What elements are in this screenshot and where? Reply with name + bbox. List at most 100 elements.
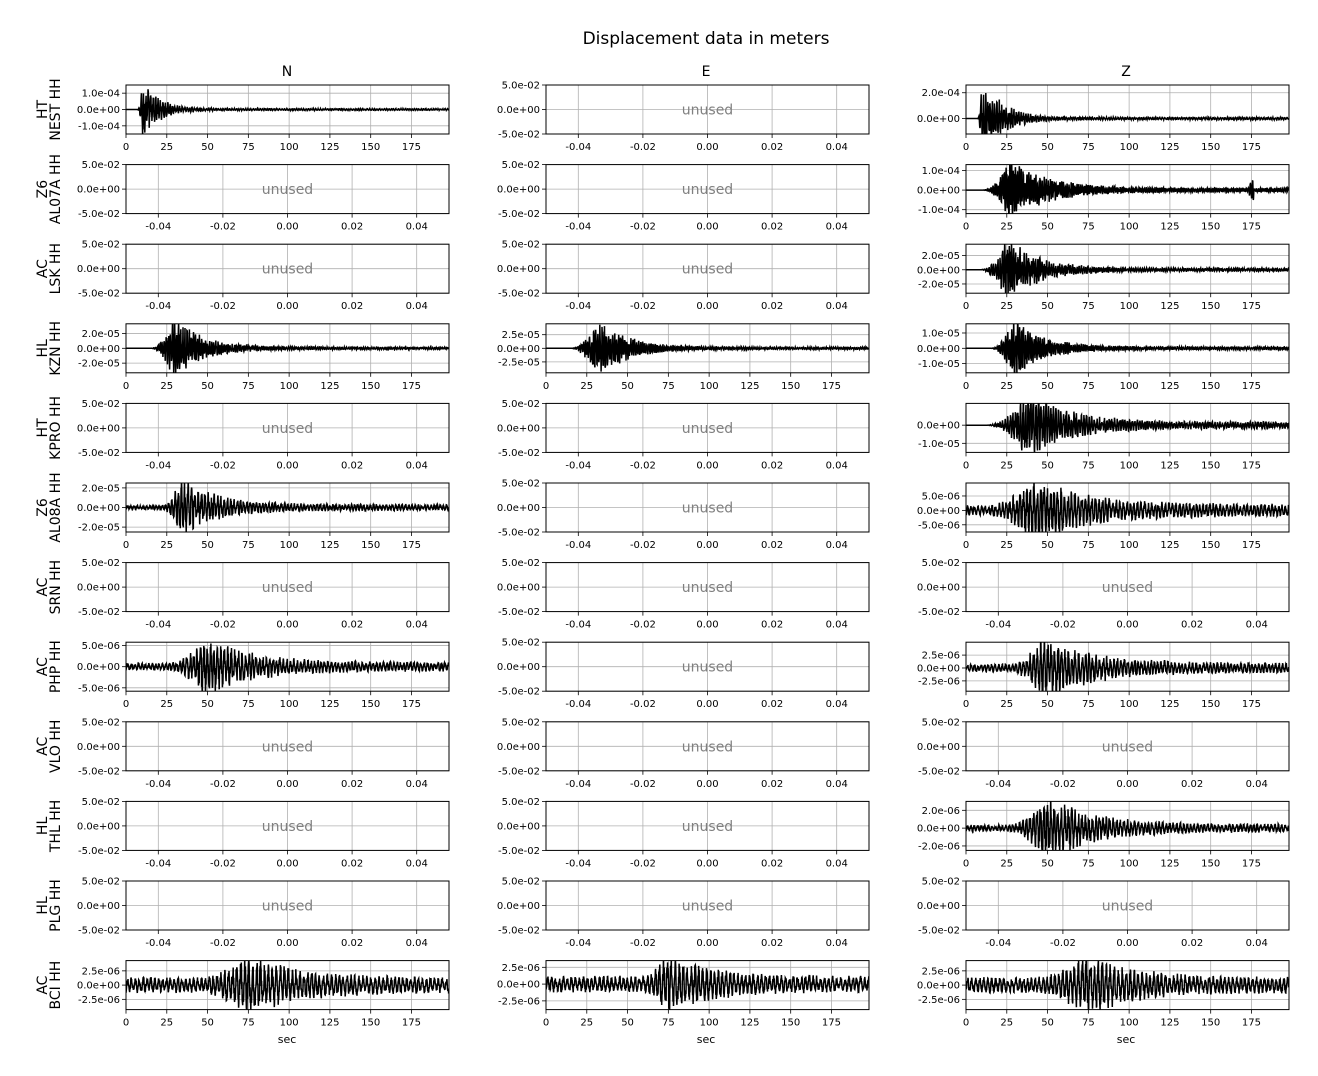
y-tick-label: 5.0e-02: [82, 558, 120, 569]
panel-z6-al08a-n: 0 25 50 75 100 125 150 175 2.0e-05 0.0e+00 -2.0e-0…: [77, 482, 450, 551]
x-tick-label: 75: [662, 381, 675, 392]
panel-ac-php-e: 5.0e-02 0.0e+00 -5.0e-02 -0.04 -0.02 0.00 0.02…: [497, 638, 870, 710]
y-tick-label: -2.0e-05: [78, 359, 120, 370]
station-label: SRN HH: [48, 560, 64, 615]
x-tick-label: 50: [201, 1018, 214, 1029]
x-tick-label: -0.02: [630, 460, 656, 471]
panel-frame: [545, 960, 870, 1011]
panel-frame: [965, 164, 1290, 215]
panel-hl-kzn-e: 0 25 50 75 100 125 150 175 2.5e-05 0.0e+00 -2.5e-0…: [497, 323, 870, 392]
x-tick-label: -0.04: [565, 779, 591, 790]
waveform-trace: [966, 642, 1289, 692]
figure-title: Displacement data in meters: [583, 29, 830, 49]
panel-frame: [965, 641, 1290, 692]
y-tick-label: 2.0e-06: [922, 806, 960, 817]
y-tick-label: -2.0e-05: [918, 279, 960, 290]
y-tick-label: 2.0e-05: [82, 329, 120, 340]
y-tick-label: -5.0e-02: [918, 607, 960, 618]
x-tick-label: 0: [963, 301, 969, 312]
x-tick-label: 75: [242, 381, 255, 392]
x-tick-label: 150: [361, 1018, 380, 1029]
x-tick-label: -0.02: [630, 540, 656, 551]
panel-frame: [545, 800, 870, 851]
x-tick-label: 125: [1160, 699, 1179, 710]
x-tick-label: -0.02: [1050, 620, 1076, 631]
x-tick-label: -0.04: [145, 460, 171, 471]
panel-frame: [965, 402, 1290, 453]
y-tick-label: 0.0e+00: [77, 105, 120, 116]
waveform-trace: [126, 89, 449, 134]
y-tick-label: 0.0e+00: [77, 821, 120, 832]
y-tick-label: 2.5e-06: [922, 966, 960, 977]
x-tick-label: 0.02: [761, 620, 783, 631]
x-tick-label: 125: [320, 540, 339, 551]
y-tick-label: 5.0e-02: [502, 399, 540, 410]
y-tick-label: 0.0e+00: [917, 663, 960, 674]
x-tick-label: 125: [320, 142, 339, 153]
waveform-trace: [966, 323, 1289, 373]
x-tick-label: 0.00: [696, 699, 718, 710]
panel-frame: [545, 721, 870, 772]
x-tick-label: -0.02: [630, 779, 656, 790]
x-tick-label: 125: [1160, 858, 1179, 869]
x-tick-label: 0.02: [761, 858, 783, 869]
x-tick-label: -0.04: [145, 620, 171, 631]
panel-frame: [965, 243, 1290, 294]
x-tick-label: 125: [1160, 460, 1179, 471]
x-tick-label: 175: [1242, 381, 1261, 392]
y-tick-label: -5.0e-02: [498, 289, 540, 300]
x-tick-label: -0.04: [565, 460, 591, 471]
x-tick-label: 0.00: [276, 460, 298, 471]
x-tick-label: 0: [123, 1018, 129, 1029]
panel-ac-bci-n: 0 25 50 75 100 125 150 175 2.5e-06 0.0e+00 -2.5e-0…: [77, 960, 450, 1029]
x-tick-label: 150: [361, 142, 380, 153]
unused-label: unused: [682, 262, 733, 278]
y-tick-label: -5.0e-02: [498, 448, 540, 459]
column-title-e: E: [702, 64, 711, 80]
panel-ac-lsk-z: 0 25 50 75 100 125 150 175 2.0e-05 0.0e+00 -2.0e-0…: [917, 243, 1290, 312]
x-tick-label: 0: [963, 142, 969, 153]
x-tick-label: -0.04: [145, 858, 171, 869]
x-tick-label: 0.00: [1116, 620, 1138, 631]
network-label: AC: [35, 657, 51, 676]
x-tick-label: 175: [1242, 699, 1261, 710]
x-tick-label: 150: [1201, 858, 1220, 869]
x-tick-label: 0.02: [761, 222, 783, 233]
x-tick-label: 25: [1000, 381, 1013, 392]
y-tick-label: 0.0e+00: [77, 662, 120, 673]
x-tick-label: 50: [1041, 381, 1054, 392]
network-label: Z6: [35, 180, 51, 199]
station-label: NEST HH: [48, 78, 64, 140]
x-tick-label: -0.02: [210, 222, 236, 233]
y-tick-label: 0.0e+00: [77, 503, 120, 514]
x-tick-label: 100: [700, 381, 719, 392]
x-tick-label: 0: [963, 381, 969, 392]
x-tick-label: 125: [740, 381, 759, 392]
x-tick-label: 0.04: [406, 460, 428, 471]
unused-label: unused: [262, 899, 313, 915]
panel-ac-vlo-n: 5.0e-02 0.0e+00 -5.0e-02 -0.04 -0.02 0.00 0.02…: [77, 717, 450, 790]
x-tick-label: 0.04: [406, 301, 428, 312]
waveform-trace: [546, 324, 869, 372]
x-tick-label: 75: [1082, 1018, 1095, 1029]
panel-frame: [965, 880, 1290, 931]
panel-hl-kzn-z: 0 25 50 75 100 125 150 175 1.0e-05 0.0e+00 -1.0e-0…: [917, 323, 1290, 392]
y-tick-label: 0.0e+00: [77, 583, 120, 594]
y-tick-label: -5.0e-02: [498, 607, 540, 618]
x-tick-label: 0.02: [341, 938, 363, 949]
x-tick-label: 0.04: [406, 620, 428, 631]
unused-label: unused: [682, 182, 733, 198]
x-tick-label: 175: [402, 1018, 421, 1029]
unused-label: unused: [682, 421, 733, 437]
panel-ac-srn-e: 5.0e-02 0.0e+00 -5.0e-02 -0.04 -0.02 0.00 0.02…: [497, 558, 870, 631]
unused-label: unused: [1102, 899, 1153, 915]
waveform-trace: [966, 92, 1289, 134]
y-tick-label: -2.5e-06: [498, 996, 540, 1007]
x-tick-label: 0: [963, 858, 969, 869]
x-tick-label: 125: [1160, 222, 1179, 233]
